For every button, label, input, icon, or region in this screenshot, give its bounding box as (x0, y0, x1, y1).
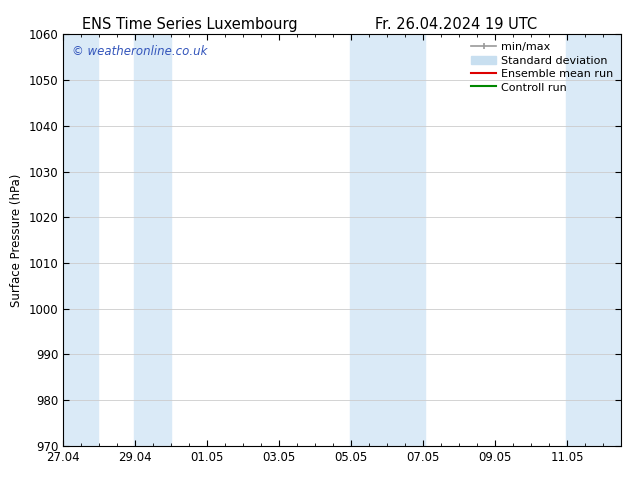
Bar (349, 34, 425, 446)
Text: ENS Time Series Luxembourg: ENS Time Series Luxembourg (82, 17, 298, 32)
Legend: min/max, Standard deviation, Ensemble mean run, Controll run: min/max, Standard deviation, Ensemble me… (467, 38, 618, 97)
Bar (61, 34, 98, 446)
Y-axis label: Surface Pressure (hPa): Surface Pressure (hPa) (10, 173, 23, 307)
Bar (134, 34, 171, 446)
Text: Fr. 26.04.2024 19 UTC: Fr. 26.04.2024 19 UTC (375, 17, 538, 32)
Text: © weatheronline.co.uk: © weatheronline.co.uk (72, 45, 207, 58)
Bar (566, 34, 623, 446)
